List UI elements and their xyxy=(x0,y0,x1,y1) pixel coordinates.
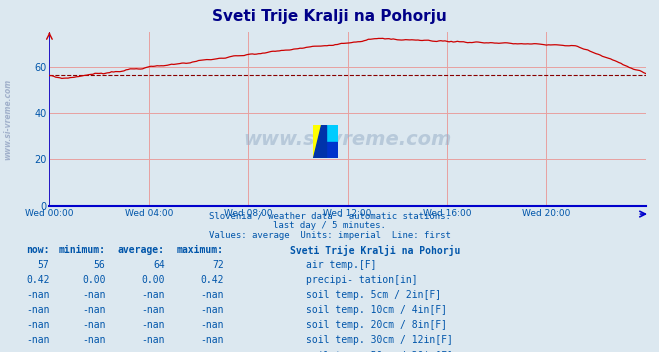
Text: 0.00: 0.00 xyxy=(82,275,105,285)
Text: 64: 64 xyxy=(153,260,165,270)
Text: -nan: -nan xyxy=(82,335,105,345)
Text: precipi- tation[in]: precipi- tation[in] xyxy=(306,275,418,285)
Text: 56: 56 xyxy=(94,260,105,270)
Text: -nan: -nan xyxy=(82,290,105,300)
Text: -nan: -nan xyxy=(200,290,224,300)
Text: air temp.[F]: air temp.[F] xyxy=(306,260,377,270)
Text: last day / 5 minutes.: last day / 5 minutes. xyxy=(273,221,386,230)
Text: -nan: -nan xyxy=(200,335,224,345)
Polygon shape xyxy=(326,142,338,158)
Text: maximum:: maximum: xyxy=(177,245,224,254)
Text: Values: average  Units: imperial  Line: first: Values: average Units: imperial Line: fi… xyxy=(208,231,451,240)
Text: -nan: -nan xyxy=(141,320,165,330)
Text: -nan: -nan xyxy=(141,305,165,315)
Text: -nan: -nan xyxy=(141,290,165,300)
Text: soil temp. 50cm / 20in[F]: soil temp. 50cm / 20in[F] xyxy=(306,351,453,352)
Text: -nan: -nan xyxy=(26,320,49,330)
Text: 0.00: 0.00 xyxy=(141,275,165,285)
Text: www.si-vreme.com: www.si-vreme.com xyxy=(3,79,13,160)
Text: -nan: -nan xyxy=(82,351,105,352)
Text: www.si-vreme.com: www.si-vreme.com xyxy=(243,130,452,149)
Text: Sveti Trije Kralji na Pohorju: Sveti Trije Kralji na Pohorju xyxy=(290,245,461,256)
Text: average:: average: xyxy=(118,245,165,254)
Text: -nan: -nan xyxy=(200,320,224,330)
Text: now:: now: xyxy=(26,245,49,254)
Text: soil temp. 30cm / 12in[F]: soil temp. 30cm / 12in[F] xyxy=(306,335,453,345)
Text: Sveti Trije Kralji na Pohorju: Sveti Trije Kralji na Pohorju xyxy=(212,9,447,24)
Bar xyxy=(313,125,326,158)
Text: soil temp. 20cm / 8in[F]: soil temp. 20cm / 8in[F] xyxy=(306,320,447,330)
Text: -nan: -nan xyxy=(141,351,165,352)
Text: -nan: -nan xyxy=(26,290,49,300)
Text: 0.42: 0.42 xyxy=(200,275,224,285)
Text: -nan: -nan xyxy=(26,351,49,352)
Text: 72: 72 xyxy=(212,260,224,270)
Polygon shape xyxy=(313,125,326,158)
Text: minimum:: minimum: xyxy=(59,245,105,254)
Text: -nan: -nan xyxy=(200,351,224,352)
Polygon shape xyxy=(326,125,338,142)
Text: -nan: -nan xyxy=(141,335,165,345)
Text: -nan: -nan xyxy=(82,320,105,330)
Text: -nan: -nan xyxy=(26,305,49,315)
Text: -nan: -nan xyxy=(82,305,105,315)
Text: -nan: -nan xyxy=(26,335,49,345)
Text: soil temp. 10cm / 4in[F]: soil temp. 10cm / 4in[F] xyxy=(306,305,447,315)
Text: 0.42: 0.42 xyxy=(26,275,49,285)
Text: Slovenia / weather data - automatic stations.: Slovenia / weather data - automatic stat… xyxy=(208,211,451,220)
Text: -nan: -nan xyxy=(200,305,224,315)
Text: 57: 57 xyxy=(38,260,49,270)
Text: soil temp. 5cm / 2in[F]: soil temp. 5cm / 2in[F] xyxy=(306,290,442,300)
